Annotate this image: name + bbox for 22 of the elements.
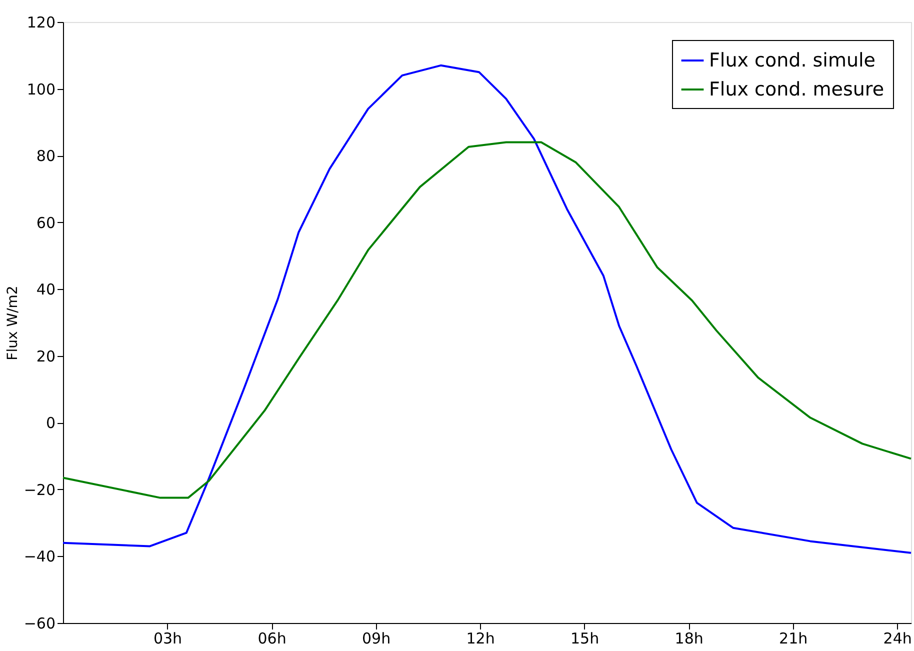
y-axis-title: Flux W/m2: [4, 286, 21, 360]
x-tick-label: 15h: [570, 630, 600, 648]
x-tick-label: 18h: [674, 630, 704, 648]
y-tick-label: 60: [36, 214, 56, 232]
x-tick-label: 21h: [779, 630, 808, 648]
x-tick-label: 06h: [258, 630, 286, 648]
x-tick-label: 24h: [883, 630, 912, 648]
legend-label: Flux cond. simule: [709, 50, 876, 72]
y-tick-label: −40: [24, 548, 56, 566]
y-tick-label: −60: [24, 614, 56, 632]
y-tick-label: 0: [46, 414, 56, 432]
x-tick-label: 03h: [153, 630, 182, 648]
x-tick-label: 12h: [466, 630, 495, 648]
y-tick-label: −20: [24, 480, 56, 499]
line-series: [62, 141, 912, 499]
y-tick-label: 20: [36, 347, 56, 366]
y-tick-label: 80: [36, 147, 56, 166]
y-tick-label: 40: [36, 280, 56, 299]
legend-label: Flux cond. mesure: [709, 78, 884, 100]
y-tick-label: 120: [26, 14, 56, 32]
x-tick-label: 09h: [362, 630, 391, 648]
y-tick-label: 100: [26, 80, 56, 98]
